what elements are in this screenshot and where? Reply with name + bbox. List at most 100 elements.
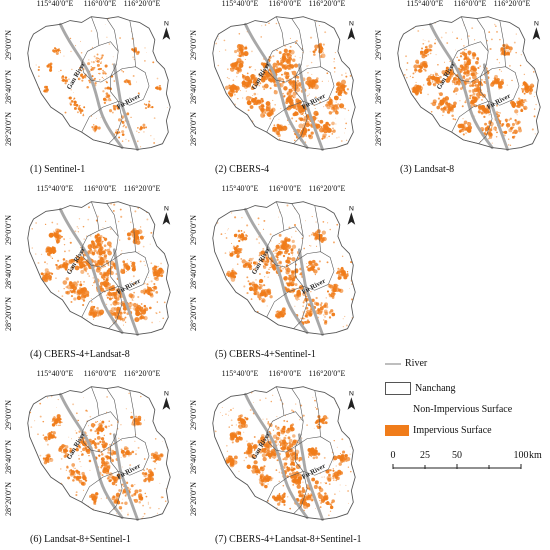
- map-panel: 115°40′0″E 116°0′0″E 116°20′0″E 29°0′0″N 28°…: [185, 0, 365, 180]
- river-line: [112, 248, 139, 336]
- lon-tick-label: 116°20′0″E: [308, 0, 346, 8]
- map-panel: 115°40′0″E 116°0′0″E 116°20′0″E 29°0′0″N 28°…: [0, 184, 180, 365]
- river-line: [59, 22, 124, 150]
- river-line: [297, 433, 324, 521]
- lon-tick-label: 115°40′0″E: [36, 184, 74, 193]
- river-line: [59, 207, 124, 335]
- boundary-swatch: [385, 382, 411, 395]
- legend-impervious-label: Impervious Surface: [413, 425, 492, 436]
- svg-text:N: N: [349, 205, 354, 212]
- lon-tick-label: 116°20′0″E: [123, 0, 161, 8]
- lat-tick-label: 28°20′0″N: [374, 111, 383, 146]
- district-boundary: [110, 66, 150, 106]
- lon-tick-label: 116°20′0″E: [123, 369, 161, 378]
- lat-tick-label: 29°0′0″N: [189, 214, 198, 245]
- scale-tick-100: 100: [513, 450, 529, 461]
- district-boundary: [276, 16, 321, 67]
- lon-tick-label: 116°0′0″E: [83, 184, 117, 193]
- lon-tick-label: 116°0′0″E: [453, 0, 487, 8]
- legend-river-label: River: [405, 358, 428, 369]
- river-line: [244, 22, 309, 150]
- district-boundary: [480, 66, 520, 106]
- panel-caption: (6) Landsat-8+Sentinel-1: [30, 534, 131, 545]
- lon-tick-label: 115°40′0″E: [221, 0, 259, 8]
- lon-tick-label: 116°20′0″E: [123, 184, 161, 193]
- lat-tick-label: 29°0′0″N: [4, 214, 13, 245]
- city-boundary: [212, 386, 356, 520]
- lat-tick-label: 29°0′0″N: [4, 399, 13, 430]
- legend-nanchang-label: Nanchang: [415, 382, 456, 394]
- city-boundary: [27, 201, 171, 335]
- river-line: [429, 22, 494, 150]
- lon-tick-label: 115°40′0″E: [406, 0, 444, 8]
- district-boundary: [81, 470, 123, 515]
- north-arrow-icon: N: [347, 205, 356, 225]
- city-boundary: [27, 16, 171, 150]
- district-boundary: [110, 251, 150, 291]
- district-boundary: [451, 100, 493, 145]
- river-line: [297, 63, 324, 151]
- panel-caption: (7) CBERS-4+Landsat-8+Sentinel-1: [215, 534, 362, 545]
- lat-tick-label: 29°0′0″N: [189, 399, 198, 430]
- lat-tick-label: 29°0′0″N: [4, 29, 13, 60]
- district-boundary: [266, 100, 308, 145]
- river-line: [482, 63, 509, 151]
- gan-river-label: Gan River: [436, 61, 457, 91]
- scale-tick-25: 25: [420, 450, 430, 461]
- lat-tick-label: 28°40′0″N: [4, 254, 13, 289]
- river-line: [112, 63, 139, 151]
- north-arrow-icon: N: [532, 20, 541, 40]
- river-line: [244, 392, 309, 520]
- legend-non-impervious-label: Non-Impervious Surface: [413, 404, 513, 415]
- legend-impervious: Impervious Surface: [385, 425, 492, 437]
- impervious-swatch: [385, 425, 409, 437]
- lat-tick-label: 28°40′0″N: [4, 439, 13, 474]
- district-boundary: [91, 201, 136, 252]
- lat-tick-label: 29°0′0″N: [374, 29, 383, 60]
- district-boundary: [266, 470, 308, 515]
- lon-tick-label: 116°0′0″E: [268, 369, 302, 378]
- panel-caption: (4) CBERS-4+Landsat-8: [30, 349, 130, 360]
- lon-tick-label: 116°20′0″E: [308, 369, 346, 378]
- svg-text:N: N: [164, 390, 169, 397]
- river-line-swatch: [385, 362, 401, 365]
- lon-tick-label: 116°0′0″E: [268, 0, 302, 8]
- impervious-surface-layer: [29, 17, 171, 148]
- river-line: [297, 248, 324, 336]
- impervious-surface-layer: [214, 388, 356, 520]
- lat-tick-label: 28°40′0″N: [4, 69, 13, 104]
- lat-tick-label: 28°20′0″N: [189, 111, 198, 146]
- svg-text:N: N: [164, 205, 169, 212]
- map-panel: 115°40′0″E 116°0′0″E 116°20′0″E 29°0′0″N 28°…: [370, 0, 550, 180]
- panel-caption: (2) CBERS-4: [215, 164, 270, 175]
- lon-tick-label: 116°0′0″E: [83, 0, 117, 8]
- lon-tick-label: 115°40′0″E: [36, 369, 74, 378]
- legend-river: River: [385, 358, 427, 369]
- lat-tick-label: 28°40′0″N: [374, 69, 383, 104]
- lon-tick-label: 115°40′0″E: [221, 184, 259, 193]
- impervious-surface-layer: [29, 202, 171, 335]
- panel-caption: (5) CBERS-4+Sentinel-1: [215, 349, 316, 360]
- impervious-surface-layer: [214, 19, 355, 149]
- river-line: [244, 207, 309, 335]
- map-panel: 115°40′0″E 116°0′0″E 116°20′0″E 29°0′0″N 28°…: [0, 0, 180, 180]
- city-boundary: [212, 16, 356, 150]
- city-boundary: [212, 201, 356, 335]
- panel-caption: (3) Landsat-8: [400, 164, 455, 175]
- district-boundary: [81, 411, 119, 453]
- district-boundary: [81, 100, 123, 145]
- map-panel: 115°40′0″E 116°0′0″E 116°20′0″E 29°0′0″N 28°…: [185, 369, 365, 550]
- north-arrow-icon: N: [347, 20, 356, 40]
- lat-tick-label: 29°0′0″N: [189, 29, 198, 60]
- city-boundary: [27, 386, 171, 520]
- map-panel: 115°40′0″E 116°0′0″E 116°20′0″E 29°0′0″N 28°…: [185, 184, 365, 365]
- impervious-surface-layer: [215, 203, 356, 335]
- svg-text:N: N: [164, 20, 169, 27]
- legend-nanchang: Nanchang: [385, 382, 456, 395]
